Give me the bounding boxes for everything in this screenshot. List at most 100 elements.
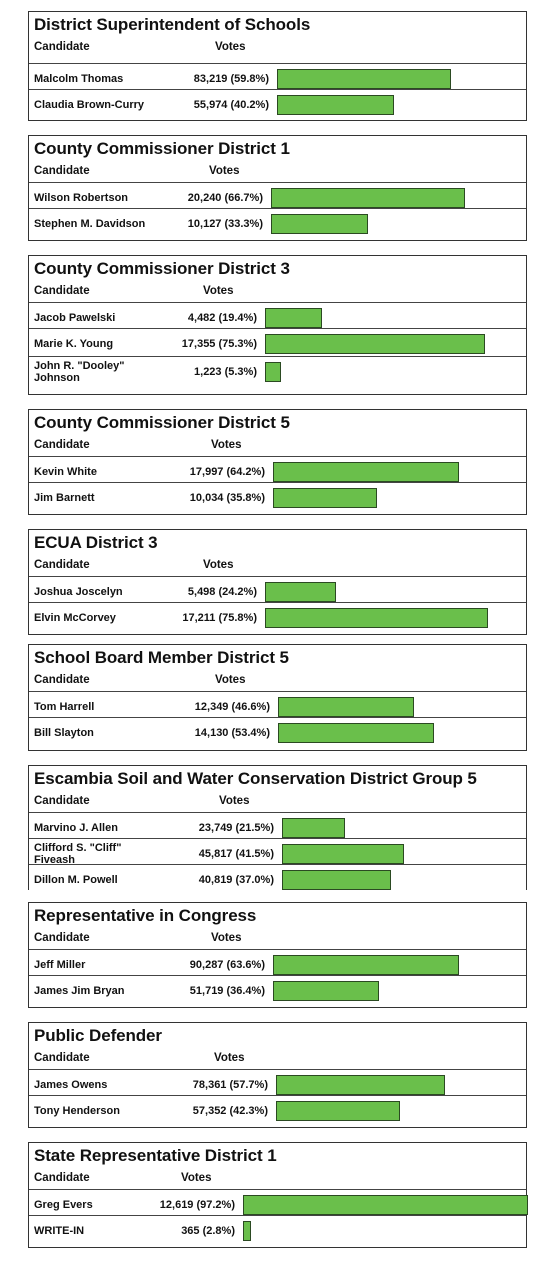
vote-bar	[273, 462, 459, 482]
vote-count-label: 40,819 (37.0%)	[199, 874, 274, 886]
race-title: Representative in Congress	[34, 906, 256, 926]
row-separator	[29, 328, 526, 329]
vote-count-label: 10,034 (35.8%)	[190, 492, 265, 504]
candidate-name: Kevin White	[34, 466, 164, 478]
row-separator	[29, 1215, 526, 1216]
vote-bar	[278, 723, 434, 743]
candidate-row: Tom Harrell 12,349 (46.6%)	[29, 697, 526, 717]
candidate-row: Elvin McCorvey 17,211 (75.8%)	[29, 608, 526, 628]
vote-bar	[243, 1195, 528, 1215]
votes-column-header: Votes	[215, 41, 245, 53]
vote-count-label: 12,619 (97.2%)	[160, 1199, 235, 1211]
vote-bar	[271, 214, 368, 234]
vote-bar	[278, 697, 414, 717]
row-separator	[29, 949, 526, 950]
vote-count-label: 20,240 (66.7%)	[188, 192, 263, 204]
vote-count-label: 90,287 (63.6%)	[190, 959, 265, 971]
votes-column-header: Votes	[211, 439, 241, 451]
race-panel-county-commissioner-district-5: County Commissioner District 5 Candidate V…	[28, 409, 527, 515]
race-panel-public-defender: Public Defender Candidate Votes James Owens…	[28, 1022, 527, 1128]
candidate-row: Greg Evers 12,619 (97.2%)	[29, 1195, 526, 1215]
votes-column-header: Votes	[203, 559, 233, 571]
vote-bar	[282, 844, 404, 864]
vote-bar	[276, 1075, 445, 1095]
candidate-column-header: Candidate	[34, 559, 90, 571]
votes-column-header: Votes	[209, 165, 239, 177]
vote-count-label: 51,719 (36.4%)	[190, 985, 265, 997]
candidate-name: Jacob Pawelski	[34, 312, 164, 324]
row-separator	[29, 975, 526, 976]
candidate-row: Jacob Pawelski 4,482 (19.4%)	[29, 308, 526, 328]
row-separator	[29, 812, 526, 813]
vote-bar	[273, 955, 459, 975]
candidate-name: Stephen M. Davidson	[34, 218, 164, 230]
vote-count-label: 83,219 (59.8%)	[194, 73, 269, 85]
race-title: Escambia Soil and Water Conservation Dis…	[34, 769, 477, 789]
row-separator	[29, 1095, 526, 1096]
race-title: ECUA District 3	[34, 533, 158, 553]
votes-column-header: Votes	[203, 285, 233, 297]
race-panel-district-superintendent-of-schools: District Superintendent of Schools Candid…	[28, 11, 527, 121]
race-title: School Board Member District 5	[34, 648, 289, 668]
race-panel-escambia-soil-and-water-conservation-district-group-5: Escambia Soil and Water Conservation Dis…	[28, 765, 527, 890]
candidate-row: Kevin White 17,997 (64.2%)	[29, 462, 526, 482]
vote-count-label: 17,997 (64.2%)	[190, 466, 265, 478]
candidate-row: Claudia Brown-Curry 55,974 (40.2%)	[29, 95, 526, 115]
vote-bar	[276, 1101, 400, 1121]
candidate-row: WRITE-IN 365 (2.8%)	[29, 1221, 526, 1241]
candidate-row: Jeff Miller 90,287 (63.6%)	[29, 955, 526, 975]
candidate-column-header: Candidate	[34, 932, 90, 944]
vote-count-label: 12,349 (46.6%)	[195, 701, 270, 713]
race-title: District Superintendent of Schools	[34, 15, 310, 35]
votes-column-header: Votes	[211, 932, 241, 944]
race-panel-county-commissioner-district-3: County Commissioner District 3 Candidate V…	[28, 255, 527, 395]
candidate-row: Marie K. Young 17,355 (75.3%)	[29, 334, 526, 354]
vote-count-label: 17,211 (75.8%)	[182, 612, 257, 624]
candidate-column-header: Candidate	[34, 165, 90, 177]
candidate-name: James Owens	[34, 1079, 164, 1091]
candidate-row: Dillon M. Powell 40,819 (37.0%)	[29, 870, 526, 890]
race-title: County Commissioner District 1	[34, 139, 290, 159]
candidate-name: Greg Evers	[34, 1199, 164, 1211]
candidate-name: Jim Barnett	[34, 492, 164, 504]
row-separator	[29, 482, 526, 483]
race-title: County Commissioner District 5	[34, 413, 290, 433]
vote-bar	[282, 870, 391, 890]
vote-count-label: 365 (2.8%)	[181, 1225, 235, 1237]
race-panel-state-representative-district-1: State Representative District 1 Candidate…	[28, 1142, 527, 1248]
vote-bar	[265, 608, 488, 628]
candidate-row: Jim Barnett 10,034 (35.8%)	[29, 488, 526, 508]
row-separator	[29, 1069, 526, 1070]
vote-bar	[273, 488, 377, 508]
candidate-name: Elvin McCorvey	[34, 612, 164, 624]
candidate-row: Joshua Joscelyn 5,498 (24.2%)	[29, 582, 526, 602]
votes-column-header: Votes	[215, 674, 245, 686]
candidate-column-header: Candidate	[34, 1052, 90, 1064]
candidate-row: Bill Slayton 14,130 (53.4%)	[29, 723, 526, 743]
row-separator	[29, 1189, 526, 1190]
candidate-name: Marvino J. Allen	[34, 822, 164, 834]
candidate-column-header: Candidate	[34, 439, 90, 451]
vote-count-label: 10,127 (33.3%)	[188, 218, 263, 230]
candidate-row: James Owens 78,361 (57.7%)	[29, 1075, 526, 1095]
candidate-name: Clifford S. "Cliff" Fiveash	[34, 842, 164, 866]
row-separator	[29, 456, 526, 457]
vote-bar	[243, 1221, 251, 1241]
race-panel-county-commissioner-district-1: County Commissioner District 1 Candidate V…	[28, 135, 527, 241]
candidate-row: Stephen M. Davidson 10,127 (33.3%)	[29, 214, 526, 234]
row-separator	[29, 838, 526, 839]
candidate-row: John R. "Dooley" Johnson 1,223 (5.3%)	[29, 362, 526, 382]
row-separator	[29, 356, 526, 357]
vote-count-label: 1,223 (5.3%)	[194, 366, 257, 378]
vote-count-label: 17,355 (75.3%)	[182, 338, 257, 350]
row-separator	[29, 182, 526, 183]
candidate-name: Tom Harrell	[34, 701, 164, 713]
candidate-row: James Jim Bryan 51,719 (36.4%)	[29, 981, 526, 1001]
votes-column-header: Votes	[214, 1052, 244, 1064]
vote-bar	[277, 95, 394, 115]
vote-count-label: 57,352 (42.3%)	[193, 1105, 268, 1117]
row-separator	[29, 864, 526, 865]
candidate-name: James Jim Bryan	[34, 985, 164, 997]
vote-count-label: 5,498 (24.2%)	[188, 586, 257, 598]
vote-bar	[282, 818, 345, 838]
